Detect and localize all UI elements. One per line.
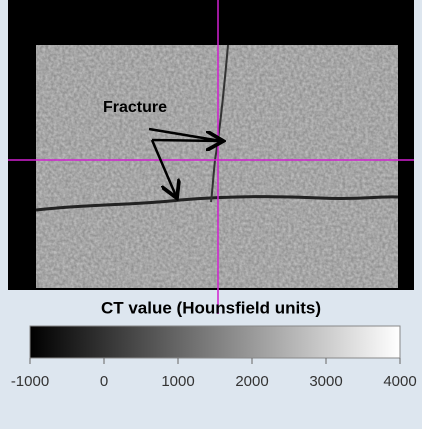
tick-label: 0 (100, 373, 108, 390)
tick-label: 4000 (383, 373, 416, 390)
figure: Fracture CT value (Hounsfield units) -10… (0, 0, 422, 429)
tick-label: 3000 (309, 373, 342, 390)
tick-label: -1000 (11, 373, 49, 390)
colorbar: CT value (Hounsfield units) -1000 0 1000 20… (11, 298, 417, 389)
tick-label: 2000 (235, 373, 268, 390)
ct-image: Fracture (8, 0, 414, 314)
colorbar-gradient (30, 326, 400, 358)
annotation: Fracture (103, 99, 167, 116)
tick-label: 1000 (161, 373, 194, 390)
colorbar-title: CT value (Hounsfield units) (101, 298, 321, 317)
specimen-texture (36, 45, 398, 288)
